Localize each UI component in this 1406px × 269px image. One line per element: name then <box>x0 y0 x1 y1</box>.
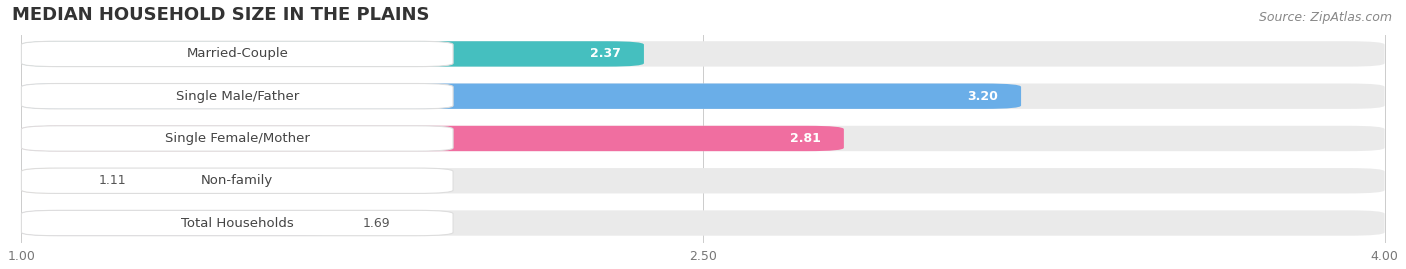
FancyBboxPatch shape <box>21 83 1021 109</box>
Text: Non-family: Non-family <box>201 174 273 187</box>
FancyBboxPatch shape <box>21 126 1385 151</box>
FancyBboxPatch shape <box>21 83 1385 109</box>
Text: Source: ZipAtlas.com: Source: ZipAtlas.com <box>1258 11 1392 24</box>
Text: 2.81: 2.81 <box>790 132 821 145</box>
FancyBboxPatch shape <box>21 41 1385 67</box>
Text: 1.11: 1.11 <box>98 174 127 187</box>
FancyBboxPatch shape <box>21 168 1385 193</box>
FancyBboxPatch shape <box>21 168 72 193</box>
FancyBboxPatch shape <box>21 126 453 151</box>
FancyBboxPatch shape <box>21 210 335 236</box>
FancyBboxPatch shape <box>21 126 844 151</box>
Text: MEDIAN HOUSEHOLD SIZE IN THE PLAINS: MEDIAN HOUSEHOLD SIZE IN THE PLAINS <box>13 6 430 24</box>
FancyBboxPatch shape <box>21 168 453 193</box>
Text: Total Households: Total Households <box>181 217 294 229</box>
FancyBboxPatch shape <box>21 83 453 109</box>
FancyBboxPatch shape <box>21 210 453 236</box>
FancyBboxPatch shape <box>21 41 644 67</box>
Text: 3.20: 3.20 <box>967 90 998 103</box>
FancyBboxPatch shape <box>21 210 1385 236</box>
Text: Married-Couple: Married-Couple <box>187 47 288 61</box>
Text: 1.69: 1.69 <box>363 217 389 229</box>
Text: Single Male/Father: Single Male/Father <box>176 90 299 103</box>
Text: 2.37: 2.37 <box>591 47 621 61</box>
Text: Single Female/Mother: Single Female/Mother <box>165 132 309 145</box>
FancyBboxPatch shape <box>21 41 453 67</box>
